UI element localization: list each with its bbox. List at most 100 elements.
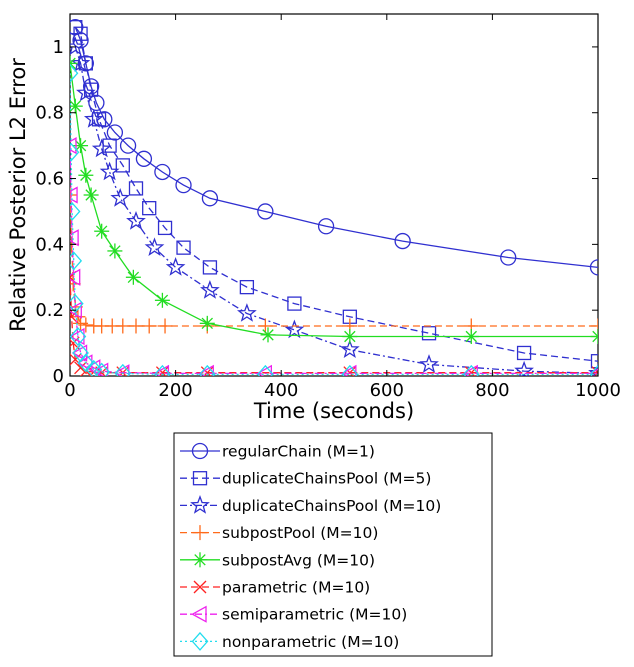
series-6-point	[70, 336, 80, 350]
series-5-point	[125, 269, 141, 285]
series-1-point	[589, 259, 598, 276]
legend-marker	[193, 580, 207, 594]
series-7-line	[70, 145, 598, 375]
series-1-point	[175, 176, 192, 194]
series-6-point	[155, 366, 169, 376]
series-8-point	[70, 327, 87, 346]
series-8-point	[70, 251, 83, 271]
series-1-point	[106, 124, 124, 141]
series-4-point	[70, 187, 78, 203]
series-8-point	[198, 364, 216, 376]
series-5-point	[83, 187, 99, 203]
series-6-point	[200, 366, 214, 376]
legend-marker	[192, 471, 208, 486]
x-axis-label: Time (seconds)	[253, 399, 414, 423]
series-3-point	[110, 187, 130, 207]
series-8-point	[589, 364, 598, 376]
series-7-point	[589, 368, 598, 376]
series-6-point	[591, 366, 598, 376]
series-1-point	[72, 32, 89, 49]
series-1-point	[119, 137, 137, 154]
series-4-point	[257, 318, 273, 334]
series-1-point	[88, 94, 105, 112]
series-3-point	[419, 354, 439, 373]
series-7-point	[113, 364, 130, 376]
series-8-point	[70, 294, 84, 314]
series-4-point	[590, 318, 598, 334]
series-5-point	[260, 327, 276, 343]
series-7-point	[70, 327, 85, 346]
series-3-point	[70, 36, 86, 56]
legend-label: duplicateChainsPool (M=5)	[222, 470, 431, 488]
series-8-point	[72, 343, 89, 363]
y-tick-label: 0.4	[35, 234, 64, 255]
series-3-point	[588, 363, 598, 376]
series-1-point	[82, 78, 100, 95]
legend-marker	[190, 495, 210, 514]
y-tick-label: 1	[53, 37, 64, 58]
series-7-point	[70, 137, 77, 155]
series-3-point	[340, 339, 360, 359]
series-3-point	[144, 237, 165, 257]
series-4-point	[157, 318, 173, 334]
series-3-point	[70, 53, 91, 72]
series-1-point	[500, 249, 517, 266]
series-2-point	[115, 158, 130, 173]
series-4-point	[141, 318, 157, 334]
series-3	[70, 36, 598, 376]
series-3-point	[83, 108, 104, 128]
series-2-point	[176, 240, 191, 255]
legend: regularChain (M=1) duplicateChainsPool (M…	[173, 432, 493, 657]
series-2-point	[128, 181, 144, 196]
series-7-point	[70, 268, 81, 286]
series-3-point	[91, 138, 112, 158]
series-1-point	[201, 190, 219, 207]
series-4-point	[128, 318, 144, 334]
series-1	[70, 19, 598, 276]
series-1-point	[135, 150, 153, 167]
series-2-point	[590, 354, 598, 369]
x-tick-label: 0	[64, 380, 75, 401]
x-tick-label: 800	[475, 380, 509, 401]
series-5-point	[590, 329, 598, 345]
series-8-point	[114, 363, 132, 376]
series-2-point	[157, 220, 173, 236]
legend-marker	[192, 525, 208, 541]
plot-area	[69, 13, 599, 377]
y-axis-label: Relative Posterior L2 Error	[6, 58, 30, 332]
series-4-point	[115, 318, 131, 334]
x-tick-label: 1000	[575, 380, 621, 401]
series-8-point	[70, 63, 79, 83]
legend-label: subpostAvg (M=10)	[222, 551, 375, 569]
series-5-point	[70, 55, 78, 71]
series-3-line	[74, 46, 598, 375]
series-4-point	[70, 309, 86, 325]
legend-entry-3: duplicateChainsPool (M=10)	[180, 495, 441, 515]
legend-entry-8: nonparametric (M=10)	[180, 631, 399, 651]
legend-marker	[191, 605, 207, 623]
series-7-point	[70, 186, 78, 204]
x-tick-label: 600	[370, 380, 404, 401]
series-5-point	[154, 292, 170, 308]
legend-label: nonparametric (M=10)	[222, 633, 399, 651]
legend-entry-2: duplicateChainsPool (M=5)	[180, 470, 431, 488]
series-8-point	[70, 142, 80, 162]
series-5-point	[199, 315, 215, 331]
series-3-point	[76, 82, 96, 102]
series-5-point	[70, 98, 83, 114]
series-2-point	[73, 26, 88, 41]
series-8-point	[77, 353, 95, 373]
series-5-point	[94, 223, 110, 239]
y-tick-label: 0.2	[35, 300, 64, 321]
series-3-point	[99, 161, 120, 181]
series-6-point	[343, 366, 357, 376]
legend-entry-5: subpostAvg (M=10)	[180, 551, 375, 569]
series-3-point	[126, 210, 146, 230]
series-2-point	[516, 345, 532, 361]
series-8-point	[70, 201, 81, 221]
series-7-point	[70, 229, 79, 247]
series-3-point	[237, 303, 257, 322]
series-5-point	[463, 329, 479, 345]
series-1-point	[257, 203, 274, 220]
